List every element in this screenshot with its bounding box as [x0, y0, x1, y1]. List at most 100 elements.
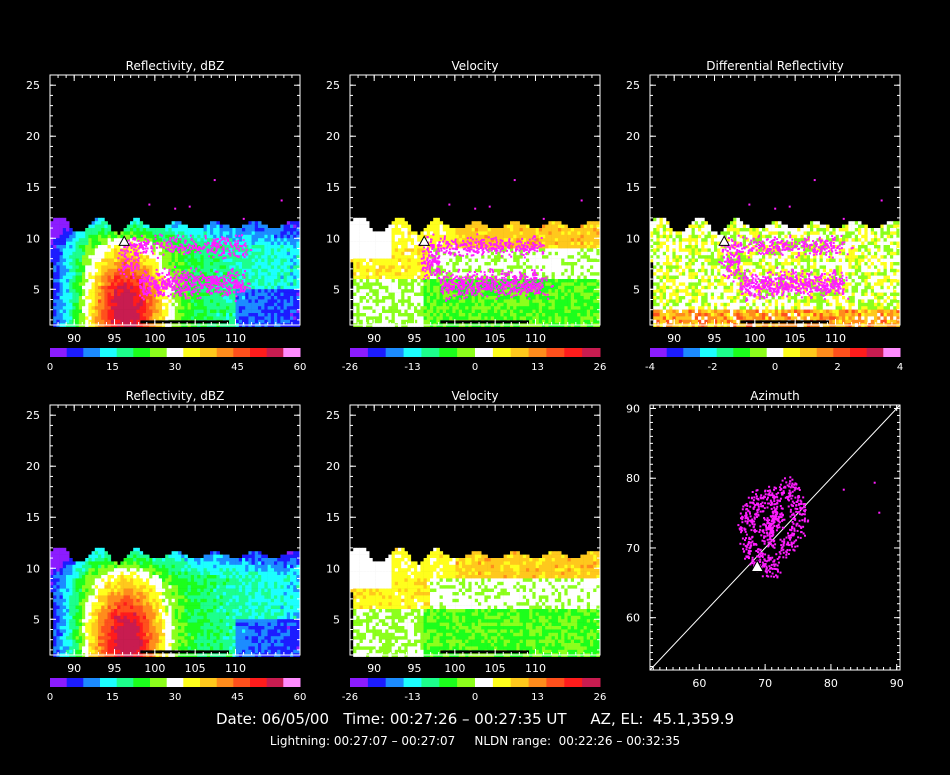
- heatmap-cell: [69, 245, 73, 249]
- heatmap-cell: [126, 309, 131, 314]
- heatmap-cell: [426, 228, 431, 232]
- heatmap-cell: [439, 313, 444, 317]
- heatmap-cell: [210, 292, 214, 297]
- heatmap-cell: [391, 289, 396, 293]
- heatmap-cell: [181, 224, 185, 229]
- lightning-point: [202, 275, 205, 278]
- lightning-point: [225, 241, 227, 244]
- lightning-point: [217, 281, 220, 284]
- heatmap-cell: [362, 306, 367, 310]
- heatmap-cell: [513, 265, 517, 270]
- heatmap-cell: [78, 279, 83, 283]
- heatmap-cell: [481, 255, 485, 259]
- heatmap-cell: [372, 241, 376, 246]
- heatmap-cell: [391, 221, 396, 225]
- heatmap-cell: [59, 262, 64, 266]
- heatmap-cell: [254, 299, 259, 304]
- heatmap-cell: [481, 299, 485, 304]
- heatmap-cell: [66, 224, 70, 229]
- lightning-point: [164, 284, 167, 286]
- heatmap-cell: [267, 279, 272, 283]
- heatmap-cell: [442, 245, 447, 249]
- lightning-point: [212, 285, 215, 288]
- heatmap-cell: [442, 292, 447, 297]
- heatmap-cell: [293, 258, 297, 263]
- heatmap-cell: [426, 319, 431, 324]
- heatmap-cell: [245, 231, 249, 236]
- heatmap-cell: [171, 251, 176, 256]
- heatmap-cell: [101, 224, 105, 229]
- heatmap-cell: [258, 299, 262, 304]
- heatmap-cell: [452, 282, 456, 287]
- heatmap-cell: [506, 302, 511, 307]
- heatmap-cell: [353, 228, 357, 232]
- heatmap-cell: [114, 245, 118, 249]
- heatmap-cell: [117, 258, 121, 263]
- heatmap-cell: [203, 228, 208, 232]
- heatmap-cell: [391, 265, 396, 270]
- heatmap-cell: [62, 217, 67, 222]
- heatmap-cell: [280, 238, 284, 242]
- heatmap-cell: [446, 285, 450, 290]
- heatmap-cell: [481, 265, 485, 270]
- heatmap-cell: [62, 302, 67, 307]
- heatmap-cell: [69, 302, 73, 307]
- heatmap-cell: [53, 285, 57, 290]
- heatmap-cell: [158, 234, 163, 239]
- heatmap-cell: [216, 292, 220, 297]
- heatmap-cell: [133, 319, 137, 324]
- heatmap-cell: [369, 275, 373, 280]
- heatmap-cell: [69, 258, 73, 263]
- heatmap-cell: [117, 306, 121, 310]
- heatmap-cell: [94, 248, 99, 253]
- lightning-point: [221, 252, 224, 255]
- lightning-point: [174, 280, 177, 283]
- heatmap-cell: [420, 319, 424, 324]
- heatmap-cell: [222, 234, 227, 239]
- heatmap-cell: [420, 292, 424, 297]
- lightning-point: [174, 207, 177, 210]
- heatmap-cell: [394, 231, 399, 236]
- heatmap-cell: [500, 248, 504, 253]
- heatmap-cell: [398, 258, 402, 263]
- heatmap-cell: [264, 248, 268, 253]
- heatmap-cell: [72, 234, 76, 239]
- heatmap-cell: [452, 302, 456, 307]
- heatmap-cell: [94, 241, 99, 246]
- heatmap-cell: [382, 319, 386, 324]
- heatmap-cell: [468, 258, 472, 263]
- heatmap-cell: [98, 272, 102, 276]
- heatmap-cell: [468, 309, 472, 314]
- y-tick-label: 25: [26, 79, 40, 92]
- heatmap-cell: [471, 272, 476, 276]
- heatmap-cell: [270, 262, 275, 266]
- lightning-point: [159, 291, 162, 294]
- heatmap-cell: [362, 241, 367, 246]
- heatmap-cell: [184, 241, 188, 246]
- heatmap-cell: [254, 319, 259, 324]
- heatmap-cell: [69, 319, 73, 324]
- heatmap-cell: [149, 309, 153, 314]
- heatmap-cell: [69, 289, 73, 293]
- heatmap-cell: [139, 224, 144, 229]
- heatmap-cell: [62, 289, 67, 293]
- heatmap-cell: [513, 262, 517, 266]
- heatmap-cell: [184, 316, 188, 321]
- heatmap-cell: [267, 285, 272, 290]
- heatmap-cell: [490, 289, 495, 293]
- heatmap-cell: [165, 251, 169, 256]
- heatmap-cell: [503, 309, 508, 314]
- heatmap-cell: [296, 258, 300, 263]
- heatmap-cell: [513, 228, 517, 232]
- lightning-point: [200, 287, 203, 290]
- heatmap-cell: [468, 238, 472, 242]
- heatmap-cell: [394, 217, 399, 222]
- heatmap-cell: [123, 231, 128, 236]
- lightning-point: [142, 274, 145, 276]
- heatmap-cell: [85, 262, 89, 266]
- heatmap-cell: [187, 309, 192, 314]
- heatmap-cell: [171, 292, 176, 297]
- heatmap-cell: [277, 282, 281, 287]
- heatmap-cell: [385, 231, 389, 236]
- heatmap-cell: [136, 316, 140, 321]
